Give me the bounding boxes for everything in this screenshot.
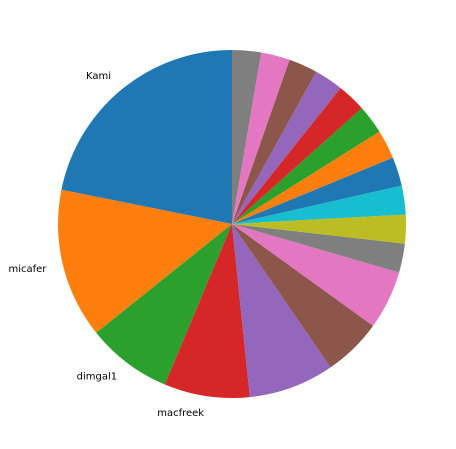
pie-slice-17 (232, 49, 262, 224)
pie-slice-label: dimgal1 (77, 372, 117, 383)
pie-slice-0 (61, 50, 233, 224)
pie-slice-4 (232, 224, 331, 398)
pie-slice-label: micafer (8, 264, 47, 275)
pie-slice-2 (96, 224, 232, 385)
pie-slice-6 (232, 224, 400, 326)
pie-slice-1 (57, 189, 232, 333)
pie-slice-label: Kami (86, 71, 111, 82)
pie-slice-3 (164, 224, 250, 399)
pie-slice-9 (232, 185, 406, 224)
pie-slice-12 (232, 108, 380, 224)
pie-slice-label: macfreek (157, 408, 204, 419)
pie-labels: Kami micafer dimgal1 macfreek (8, 71, 204, 419)
pie-slice-16 (232, 52, 290, 225)
pie-slice-5 (232, 224, 374, 368)
pie-slice-8 (232, 214, 406, 244)
pie-slice-7 (232, 224, 405, 273)
pie-slice-13 (232, 88, 362, 224)
pie-slice-11 (232, 131, 393, 224)
pie-slice-14 (232, 71, 341, 224)
pie-slice-10 (232, 157, 402, 224)
pie-slices (57, 49, 406, 399)
pie-slice-15 (232, 59, 317, 224)
